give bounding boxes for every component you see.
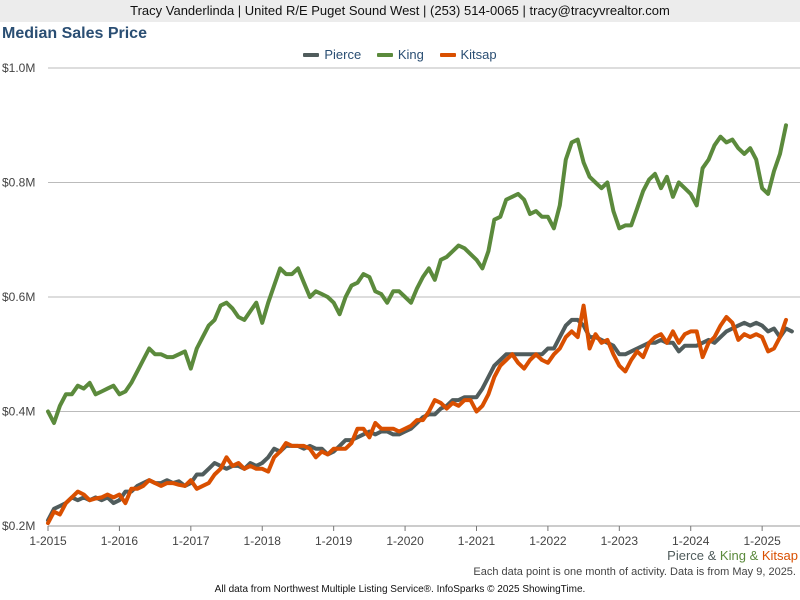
y-tick-label: $1.0M: [2, 61, 35, 75]
x-tick-label: 1-2022: [529, 534, 567, 548]
y-tick-label: $0.6M: [2, 290, 35, 304]
legend-label-kitsap: Kitsap: [460, 47, 497, 63]
x-tick-label: 1-2024: [672, 534, 710, 548]
gridlines: [48, 67, 800, 527]
source-footer: All data from Northwest Multiple Listing…: [214, 584, 586, 595]
x-axis-ticks: 1-2015 1-2016 1-2017 1-2018 1-2019 1-2020 1-20…: [29, 526, 781, 548]
caption-king: King: [719, 548, 746, 563]
header-bar: Tracy Vanderlinda | United R/E Puget Sou…: [0, 0, 800, 22]
x-tick-label: 1-2019: [315, 534, 353, 548]
legend-swatch-pierce: [303, 52, 320, 57]
data-note: Each data point is one month of activity…: [473, 566, 796, 578]
y-axis-ticks: $0.2M $0.4M $0.6M $0.8M $1.0M: [2, 61, 35, 533]
series-caption: Pierce & King & Kitsap: [667, 548, 798, 563]
chart-legend: Pierce King Kitsap: [0, 46, 800, 62]
legend-swatch-kitsap: [439, 52, 456, 57]
caption-sep-2: &: [745, 548, 762, 563]
x-tick-label: 1-2025: [743, 534, 781, 548]
x-tick-label: 1-2016: [101, 534, 139, 548]
series-lines: [46, 123, 794, 526]
chart-title: Median Sales Price: [2, 25, 147, 42]
header-contact-text: Tracy Vanderlinda | United R/E Puget Sou…: [130, 3, 670, 18]
series-line-kitsap: [46, 303, 788, 526]
x-tick-label: 1-2023: [601, 534, 639, 548]
x-tick-label: 1-2020: [386, 534, 424, 548]
legend-item-kitsap[interactable]: Kitsap: [439, 46, 497, 63]
caption-kitsap: Kitsap: [761, 548, 798, 563]
x-tick-label: 1-2017: [172, 534, 210, 548]
x-tick-label: 1-2021: [458, 534, 496, 548]
legend-item-pierce[interactable]: Pierce: [303, 46, 361, 62]
x-tick-label: 1-2015: [29, 534, 67, 548]
legend-item-king[interactable]: King: [376, 46, 424, 63]
x-tick-label: 1-2018: [244, 534, 282, 548]
legend-label-king: King: [397, 47, 424, 63]
series-line-king: [46, 123, 788, 425]
caption-pierce: Pierce: [667, 548, 705, 563]
legend-label-pierce: Pierce: [324, 47, 362, 63]
legend-swatch-king: [376, 52, 393, 57]
y-tick-label: $0.2M: [2, 519, 35, 533]
y-tick-label: $0.4M: [2, 405, 35, 419]
y-tick-label: $0.8M: [2, 176, 35, 190]
caption-sep-1: &: [704, 548, 720, 563]
